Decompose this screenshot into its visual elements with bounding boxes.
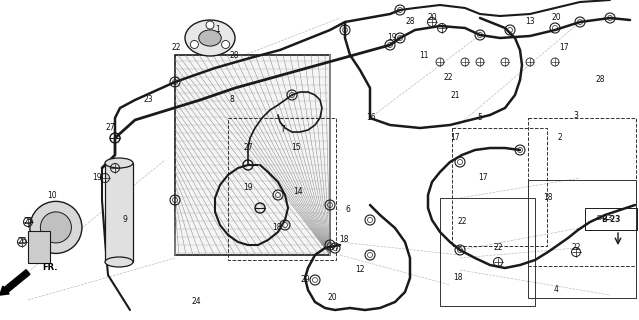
Bar: [585, 208, 637, 230]
Text: 22: 22: [571, 244, 581, 252]
Text: 18: 18: [543, 194, 553, 203]
Ellipse shape: [185, 20, 235, 56]
Text: 22: 22: [443, 74, 453, 83]
Text: 20: 20: [427, 13, 437, 22]
Text: 6: 6: [346, 205, 350, 214]
Text: 28: 28: [596, 76, 604, 84]
Text: 13: 13: [525, 18, 535, 27]
Text: 24: 24: [191, 298, 201, 307]
Bar: [175, 55, 330, 255]
Text: 17: 17: [478, 173, 488, 182]
Bar: [528, 118, 636, 266]
Text: 19: 19: [387, 34, 397, 43]
Circle shape: [40, 212, 72, 243]
Text: 18: 18: [272, 223, 282, 233]
Circle shape: [190, 41, 199, 48]
Text: B-23: B-23: [601, 214, 620, 223]
Ellipse shape: [105, 257, 133, 267]
Text: 14: 14: [293, 188, 303, 196]
Text: 22: 22: [458, 218, 466, 227]
Text: 3: 3: [574, 110, 578, 119]
Text: 8: 8: [229, 95, 235, 105]
Text: 5: 5: [477, 114, 482, 123]
Text: 29: 29: [300, 276, 310, 284]
Ellipse shape: [105, 158, 133, 168]
Text: 17: 17: [450, 133, 460, 142]
Text: 18: 18: [339, 236, 349, 244]
Text: B-23: B-23: [596, 215, 612, 221]
Text: 25: 25: [23, 218, 33, 227]
Bar: [105, 163, 133, 262]
Bar: [440, 198, 535, 306]
Text: 21: 21: [450, 91, 459, 100]
Text: 19: 19: [92, 173, 102, 182]
Text: 22: 22: [493, 244, 503, 252]
Text: 20: 20: [551, 13, 561, 22]
Text: 11: 11: [419, 51, 429, 60]
Text: 19: 19: [243, 183, 253, 193]
Bar: [452, 128, 547, 246]
Text: 23: 23: [143, 95, 153, 105]
Bar: [528, 180, 636, 298]
Bar: [28, 231, 50, 263]
FancyArrow shape: [0, 270, 30, 295]
Text: 2: 2: [558, 133, 562, 142]
Text: 17: 17: [559, 44, 569, 52]
Text: 27: 27: [243, 143, 253, 153]
Text: 1: 1: [215, 26, 220, 35]
Text: 22: 22: [171, 44, 181, 52]
Text: 27: 27: [105, 124, 115, 132]
Bar: [228, 118, 336, 260]
Text: 16: 16: [366, 114, 376, 123]
Text: FR.: FR.: [42, 263, 58, 273]
Text: 10: 10: [47, 190, 57, 199]
Text: 26: 26: [17, 237, 27, 246]
Text: 28: 28: [229, 51, 239, 60]
Text: 12: 12: [355, 266, 365, 275]
Text: 7: 7: [281, 125, 286, 134]
Ellipse shape: [199, 30, 221, 46]
Text: 20: 20: [327, 293, 337, 302]
Text: 4: 4: [553, 285, 558, 294]
Circle shape: [206, 21, 214, 29]
Circle shape: [30, 201, 82, 253]
Text: 9: 9: [123, 215, 127, 225]
Text: 15: 15: [291, 143, 301, 153]
Text: 18: 18: [453, 274, 463, 283]
Text: 28: 28: [405, 18, 415, 27]
Circle shape: [222, 41, 229, 48]
